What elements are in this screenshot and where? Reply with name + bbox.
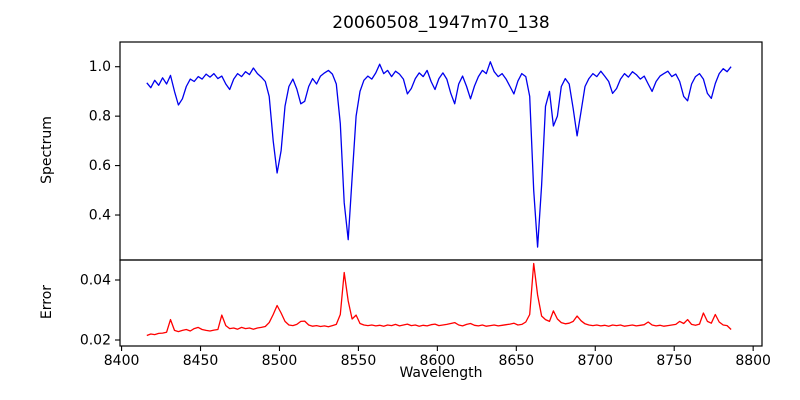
y-tick-label: 0.02 (80, 333, 111, 349)
error-line (146, 262, 732, 337)
spectrum-line (146, 61, 732, 248)
error-panel-border (119, 259, 763, 347)
x-axis-label: Wavelength (399, 365, 483, 381)
x-tick-label: 8450 (183, 353, 219, 369)
x-tick-label: 8800 (735, 353, 771, 369)
x-tick-label: 8650 (498, 353, 534, 369)
y-tick-label: 0.04 (80, 273, 111, 289)
x-tick-label: 8400 (104, 353, 140, 369)
x-tick-label: 8600 (420, 353, 456, 369)
y-tick-label: 0.8 (89, 109, 111, 125)
y-tick-label: 1.0 (89, 59, 111, 75)
y-tick-label: 0.4 (89, 208, 111, 224)
x-tick-label: 8550 (341, 353, 377, 369)
x-tick-label: 8500 (262, 353, 298, 369)
chart-title: 20060508_1947m70_138 (332, 13, 550, 33)
x-tick-label: 8750 (656, 353, 692, 369)
y-tick-label: 0.6 (89, 158, 111, 174)
x-tick-label: 8700 (577, 353, 613, 369)
